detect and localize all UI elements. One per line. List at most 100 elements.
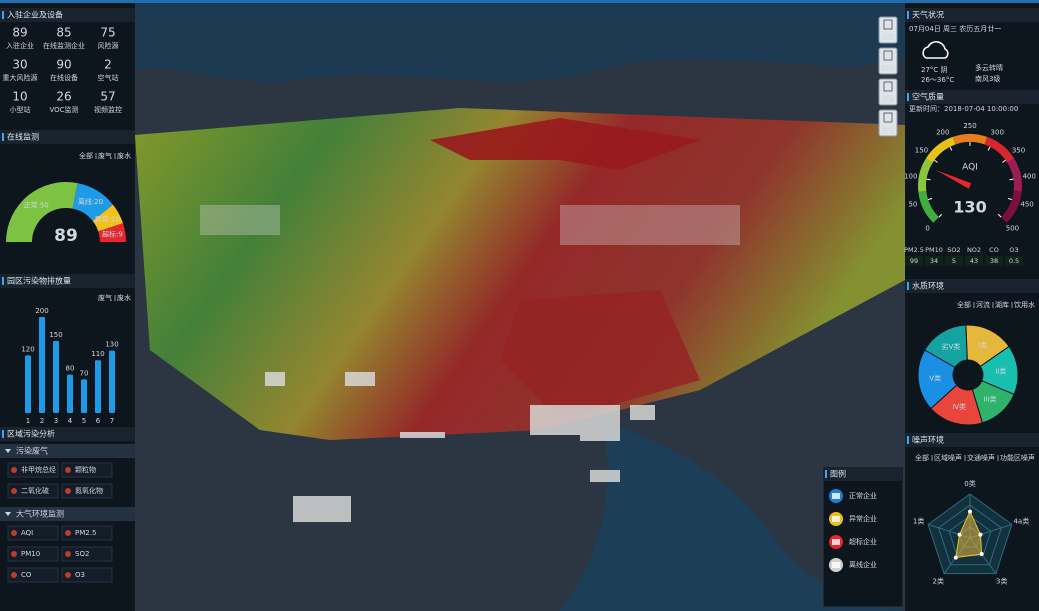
- tab[interactable]: 全部: [915, 453, 929, 462]
- status-dot: [11, 551, 17, 557]
- stat-value: 2: [104, 58, 112, 72]
- water: [560, 420, 905, 611]
- item-label[interactable]: AQI: [21, 529, 33, 537]
- expand-arrow: [5, 512, 11, 516]
- weather-temp: 27°C 阴: [921, 65, 948, 74]
- section-header: [0, 8, 135, 22]
- stat-label: 在线监测企业: [43, 41, 85, 50]
- gauge-total: 89: [54, 226, 78, 246]
- item-button[interactable]: [61, 483, 113, 499]
- x-tick-label: 2: [40, 417, 44, 425]
- gauge-tick-label: 200: [936, 129, 949, 137]
- tool-label[interactable]: 全图: [882, 32, 895, 41]
- stat-label: 视频监控: [94, 105, 122, 114]
- x-tick-label: 6: [96, 417, 101, 425]
- tab[interactable]: 废水: [117, 151, 131, 160]
- update-time: 更新时间：2018-07-04 10:00:00: [909, 104, 1018, 113]
- gauge-band: [1001, 190, 1022, 223]
- tab[interactable]: 全部: [79, 151, 93, 160]
- stat-label: 重大风险源: [3, 73, 38, 82]
- group-title[interactable]: 污染废气: [16, 446, 48, 456]
- tool-icon: [883, 19, 893, 30]
- gauge-tick-label: 100: [904, 173, 917, 181]
- section-header: [0, 427, 135, 441]
- tab[interactable]: 湖库: [995, 300, 1009, 309]
- stat-label: VOC监测: [49, 105, 78, 114]
- item-label[interactable]: CO: [21, 571, 32, 579]
- section-header: [0, 130, 135, 144]
- stat-value: 85: [56, 26, 71, 40]
- x-tick-label: 5: [82, 417, 86, 425]
- weather-range: 26～36°C: [921, 76, 954, 84]
- legend-label: 离线企业: [849, 560, 877, 569]
- group-title[interactable]: 大气环境监测: [16, 509, 64, 519]
- tool-label[interactable]: 清空: [882, 125, 896, 134]
- item-button[interactable]: [61, 567, 113, 583]
- tool-label[interactable]: 测量: [882, 95, 896, 103]
- radar-axis-label: 2类: [933, 577, 944, 586]
- gauge-tick-label: 400: [1023, 173, 1036, 181]
- gauge-tick-label: 250: [963, 122, 976, 130]
- pollutant-value: 5: [952, 257, 956, 265]
- item-button[interactable]: [61, 462, 113, 478]
- value-cell: [985, 256, 1003, 266]
- tab[interactable]: 饮用水: [1014, 300, 1035, 309]
- value-cell: [1005, 256, 1023, 266]
- section-header: [0, 274, 135, 288]
- donut-segment: [917, 349, 958, 410]
- item-button[interactable]: [7, 546, 59, 562]
- stat-value: 89: [12, 26, 27, 40]
- stat-value: 75: [100, 26, 115, 40]
- section-title: 在线监测: [7, 132, 39, 142]
- header-marker: [2, 277, 4, 285]
- item-label[interactable]: SO2: [75, 550, 89, 558]
- gauge-needle: [935, 169, 972, 189]
- item-button[interactable]: [7, 525, 59, 541]
- item-button[interactable]: [7, 567, 59, 583]
- bar: [53, 341, 59, 413]
- tab[interactable]: 功能区噪声: [1000, 453, 1035, 462]
- gauge-tick: [1002, 159, 1006, 163]
- gauge-segment: [72, 183, 114, 221]
- radar-axis-label: 0类: [964, 479, 975, 488]
- x-tick-label: 3: [54, 417, 58, 425]
- tab[interactable]: 废气: [98, 151, 112, 160]
- segment-label: 超标:9: [102, 230, 123, 239]
- gauge-tick: [997, 213, 1002, 218]
- status-dot: [11, 572, 17, 578]
- gauge-tick: [926, 178, 931, 181]
- item-label[interactable]: PM2.5: [75, 529, 96, 537]
- item-label[interactable]: PM10: [21, 550, 40, 558]
- section-header: [905, 90, 1039, 104]
- item-button[interactable]: [61, 546, 113, 562]
- value-cell: [905, 256, 923, 266]
- tab[interactable]: 废水: [117, 293, 131, 302]
- bar-value: 80: [66, 365, 75, 373]
- value-cell: [945, 256, 963, 266]
- stat-label: 入驻企业: [6, 41, 34, 50]
- stat-value: 10: [12, 90, 27, 104]
- gauge-tick-label: 450: [1020, 201, 1033, 209]
- value-cell: [925, 256, 943, 266]
- pollutant-value: 0.5: [1009, 257, 1019, 265]
- legend-label: 正常企业: [849, 491, 877, 500]
- tab[interactable]: 区域噪声: [934, 453, 962, 462]
- item-label[interactable]: 氮氧化物: [75, 486, 103, 495]
- tab[interactable]: 全部: [957, 300, 971, 309]
- item-label[interactable]: 非甲烷总烃: [21, 465, 56, 474]
- tab[interactable]: 交通噪声: [967, 453, 995, 462]
- item-button[interactable]: [7, 462, 59, 478]
- tab[interactable]: 河流: [976, 300, 990, 309]
- item-label[interactable]: 颗粒物: [75, 465, 96, 474]
- value-cell: [965, 256, 983, 266]
- status-dot: [65, 572, 71, 578]
- item-button[interactable]: [61, 525, 113, 541]
- item-label[interactable]: O3: [75, 571, 85, 579]
- radar-point: [978, 532, 983, 537]
- tab[interactable]: 废气: [98, 293, 112, 302]
- tool-label[interactable]: 回归: [882, 63, 895, 72]
- item-label[interactable]: 二氧化硫: [21, 486, 49, 495]
- item-button[interactable]: [7, 483, 59, 499]
- pollutant-value: 34: [930, 257, 938, 265]
- section-header: [905, 433, 1039, 447]
